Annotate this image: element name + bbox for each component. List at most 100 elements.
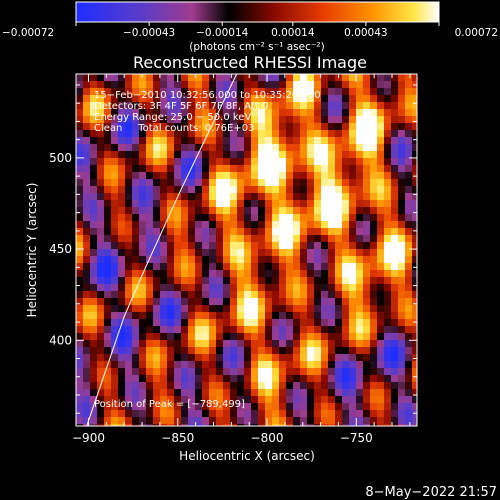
heatmap-cell — [125, 403, 132, 410]
heatmap-cell — [111, 221, 118, 228]
heatmap-cell — [321, 249, 328, 256]
heatmap-cell — [216, 137, 223, 144]
heatmap-cell — [195, 389, 202, 396]
heatmap-cell — [258, 88, 265, 95]
heatmap-cell — [349, 298, 356, 305]
heatmap-cell — [195, 165, 202, 172]
heatmap-cell — [370, 151, 377, 158]
heatmap-cell — [90, 172, 97, 179]
heatmap-cell — [391, 130, 398, 137]
heatmap-cell — [356, 165, 363, 172]
heatmap-cell — [90, 242, 97, 249]
heatmap-cell — [230, 102, 237, 109]
heatmap-cell — [272, 151, 279, 158]
heatmap-cell — [412, 88, 417, 95]
colorbar-tick-label: 0.00043 — [344, 27, 387, 39]
heatmap-cell — [293, 95, 300, 102]
heatmap-cell — [104, 424, 111, 426]
heatmap-cell — [83, 235, 90, 242]
heatmap-cell — [328, 298, 335, 305]
heatmap-cell — [412, 396, 417, 403]
heatmap-cell — [153, 389, 160, 396]
heatmap-cell — [216, 88, 223, 95]
heatmap-cell — [300, 186, 307, 193]
heatmap-cell — [118, 200, 125, 207]
heatmap-cell — [314, 193, 321, 200]
heatmap-cell — [188, 382, 195, 389]
heatmap-cell — [104, 277, 111, 284]
heatmap-cell — [412, 270, 417, 277]
heatmap-cell — [209, 235, 216, 242]
heatmap-cell — [314, 249, 321, 256]
heatmap-cell — [132, 424, 139, 426]
heatmap-cell — [90, 228, 97, 235]
heatmap-cell — [272, 116, 279, 123]
heatmap-cell — [398, 291, 405, 298]
heatmap-cell — [90, 277, 97, 284]
heatmap-cell — [181, 193, 188, 200]
heatmap-cell — [132, 249, 139, 256]
heatmap-cell — [349, 249, 356, 256]
heatmap-cell — [132, 221, 139, 228]
heatmap-cell — [398, 130, 405, 137]
heatmap-cell — [363, 326, 370, 333]
heatmap-cell — [342, 270, 349, 277]
heatmap-cell — [356, 298, 363, 305]
heatmap-cell — [230, 361, 237, 368]
heatmap-cell — [370, 375, 377, 382]
heatmap-cell — [188, 354, 195, 361]
heatmap-cell — [76, 312, 83, 319]
heatmap-cell — [160, 424, 167, 426]
heatmap-cell — [209, 305, 216, 312]
heatmap-cell — [377, 144, 384, 151]
heatmap-cell — [146, 207, 153, 214]
heatmap-cell — [391, 235, 398, 242]
heatmap-cell — [377, 277, 384, 284]
heatmap-cell — [223, 389, 230, 396]
heatmap-cell — [153, 375, 160, 382]
heatmap-cell — [314, 207, 321, 214]
heatmap-cell — [174, 102, 181, 109]
heatmap-cell — [181, 291, 188, 298]
heatmap-cell — [300, 228, 307, 235]
heatmap-cell — [188, 151, 195, 158]
heatmap-cell — [174, 81, 181, 88]
heatmap-cell — [377, 340, 384, 347]
heatmap-cell — [370, 333, 377, 340]
heatmap-cell — [230, 354, 237, 361]
heatmap-cell — [251, 186, 258, 193]
heatmap-cell — [167, 235, 174, 242]
heatmap-cell — [76, 354, 83, 361]
heatmap-cell — [139, 165, 146, 172]
heatmap-cell — [370, 361, 377, 368]
heatmap-cell — [314, 347, 321, 354]
heatmap-cell — [265, 200, 272, 207]
heatmap-cell — [111, 151, 118, 158]
heatmap-cell — [132, 340, 139, 347]
heatmap-cell — [139, 396, 146, 403]
heatmap-cell — [160, 410, 167, 417]
heatmap-cell — [328, 340, 335, 347]
heatmap-cell — [90, 200, 97, 207]
heatmap-cell — [216, 81, 223, 88]
heatmap-cell — [223, 298, 230, 305]
heatmap-cell — [104, 305, 111, 312]
heatmap-cell — [412, 298, 417, 305]
heatmap-cell — [328, 74, 335, 81]
heatmap-cell — [265, 116, 272, 123]
heatmap-cell — [230, 109, 237, 116]
heatmap-cell — [314, 424, 321, 426]
heatmap-cell — [265, 228, 272, 235]
heatmap-cell — [384, 354, 391, 361]
heatmap-cell — [195, 172, 202, 179]
heatmap-cell — [314, 130, 321, 137]
heatmap-cell — [83, 200, 90, 207]
heatmap-cell — [342, 172, 349, 179]
heatmap-cell — [76, 200, 83, 207]
heatmap-cell — [321, 375, 328, 382]
heatmap-cell — [342, 333, 349, 340]
heatmap-cell — [118, 396, 125, 403]
heatmap-cell — [237, 193, 244, 200]
heatmap-cell — [356, 312, 363, 319]
heatmap-cell — [293, 375, 300, 382]
